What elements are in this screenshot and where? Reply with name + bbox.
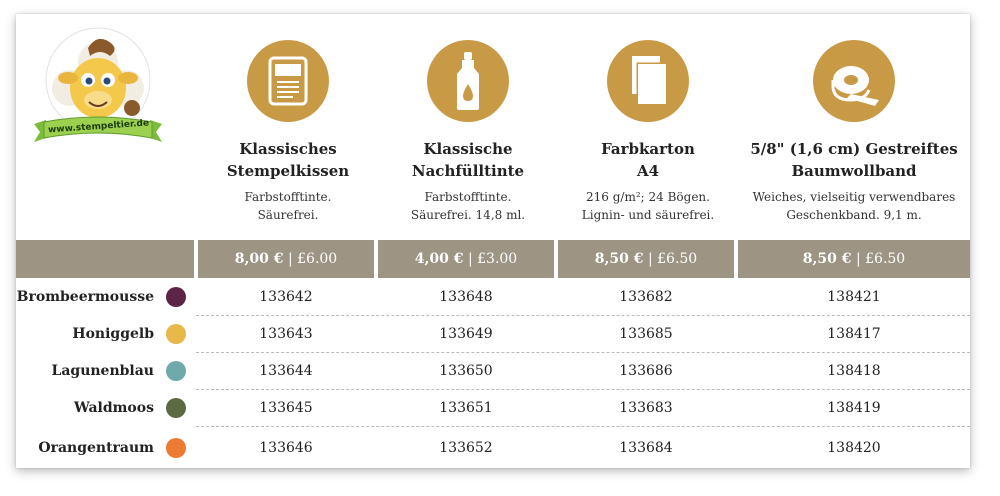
color-swatch [166,361,186,381]
product-number: 133642 [259,289,313,305]
color-name: Orangentraum [38,440,154,456]
price-bar: 8,00 € | £6.00 4,00 € | £3.00 8,50 € | £… [16,240,970,278]
product-number: 138421 [827,289,881,305]
sheep-mascot-icon [34,27,162,142]
color-swatch [166,287,186,307]
stempeltier-logo[interactable]: www.stempeltier.de [28,26,168,150]
price-cell: 8,50 € | £6.50 [738,240,970,278]
color-name: Waldmoos [73,400,154,416]
product-number: 133686 [619,363,673,379]
product-number: 133645 [259,400,313,416]
row-divider [196,426,970,427]
price-cell: 4,00 € | £3.00 [378,240,554,278]
color-name: Lagunenblau [51,363,154,379]
table-row: Brombeermousse 133642 133648 133682 1384… [16,279,970,316]
product-description: Weiches, vielseitig verwendbares Geschen… [752,190,956,222]
product-number: 138417 [827,326,881,342]
product-description: Farbstofftinte. Säurefrei. 14,8 ml. [410,190,526,222]
ink-refill-bottle-icon [427,40,509,122]
product-column-stamp-pad: Klassisches Stempelkissen Farbstofftinte… [198,14,378,240]
product-name: 5/8" (1,6 cm) Gestreiftes Baumwollband [750,140,958,180]
product-name: Farbkarton A4 [601,140,695,180]
product-number: 138419 [827,400,881,416]
product-number: 133646 [259,440,313,456]
table-row: Waldmoos 133645 133651 133683 138419 [16,390,970,427]
product-number: 133643 [259,326,313,342]
product-number: 133650 [439,363,493,379]
product-number: 133682 [619,289,673,305]
product-number: 133652 [439,440,493,456]
product-number: 133685 [619,326,673,342]
cardstock-sheets-icon [607,40,689,122]
product-description: 216 g/m²; 24 Bögen. Lignin- und säurefre… [581,190,715,222]
product-number: 133649 [439,326,493,342]
price-cell: 8,00 € | £6.00 [198,240,374,278]
table-row: Honiggelb 133643 133649 133685 138417 [16,316,970,353]
table-row: Lagunenblau 133644 133650 133686 138418 [16,353,970,390]
product-column-ink-refill: Klassische Nachfülltinte Farbstofftinte.… [378,14,558,240]
product-number: 133684 [619,440,673,456]
product-table-card: www.stempeltier.de Klassisches Stempelki… [16,14,970,468]
row-divider [196,389,970,390]
product-number: 133644 [259,363,313,379]
row-divider [196,352,970,353]
color-swatch [166,398,186,418]
price-cell: 8,50 € | £6.50 [558,240,734,278]
product-number: 138418 [827,363,881,379]
product-number: 133683 [619,400,673,416]
row-divider [196,315,970,316]
color-swatch [166,438,186,458]
price-bar-label-cell [16,240,194,278]
product-number: 133651 [439,400,493,416]
table-row: Orangentraum 133646 133652 133684 138420 [16,430,970,467]
product-name: Klassische Nachfülltinte [411,140,525,180]
product-description: Farbstofftinte. Säurefrei. [244,190,332,222]
product-column-ribbon: 5/8" (1,6 cm) Gestreiftes Baumwollband W… [738,14,970,240]
product-number: 133648 [439,289,493,305]
color-swatch [166,324,186,344]
stamp-pad-icon [247,40,329,122]
product-number: 138420 [827,440,881,456]
product-name: Klassisches Stempelkissen [226,140,350,180]
product-column-cardstock: Farbkarton A4 216 g/m²; 24 Bögen. Lignin… [558,14,738,240]
color-name: Honiggelb [72,326,154,342]
color-name: Brombeermousse [16,289,154,305]
ribbon-roll-icon [813,40,895,122]
